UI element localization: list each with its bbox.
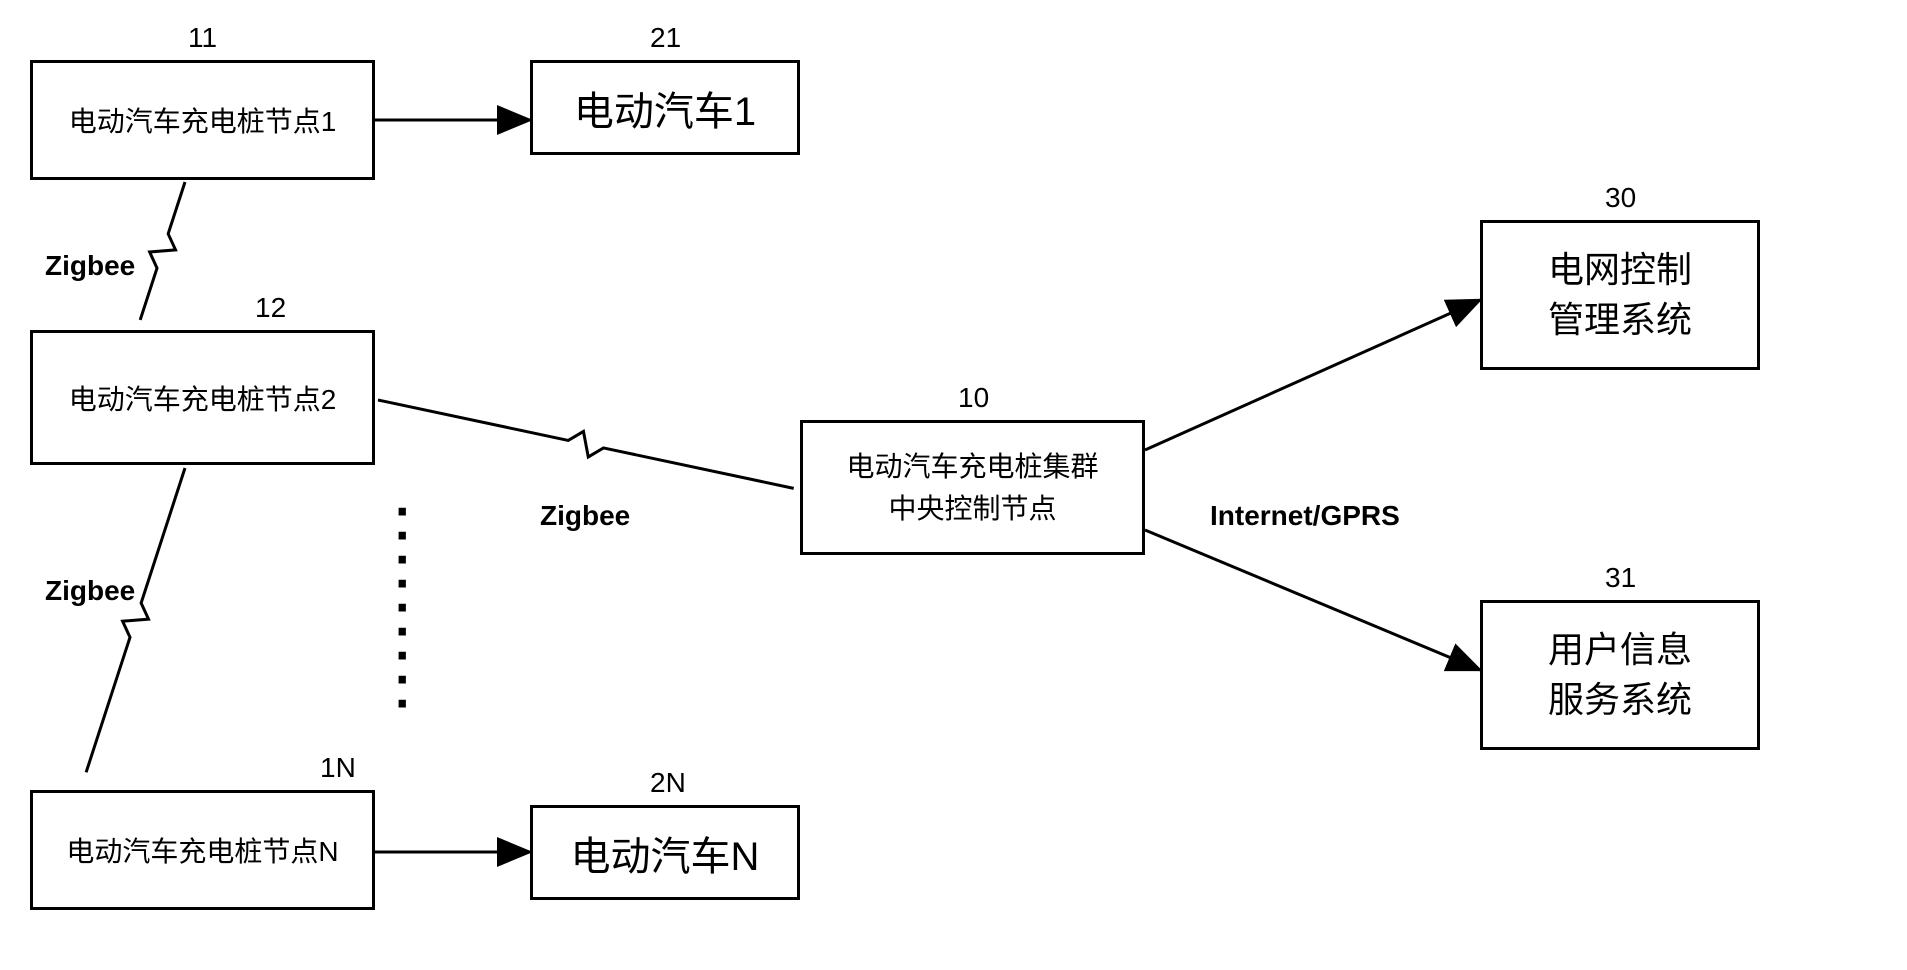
grid-control-system: 电网控制 管理系统: [1480, 220, 1760, 370]
cp2-label: 电动汽车充电桩节点2: [69, 378, 337, 418]
node-id-ev1: 21: [650, 22, 681, 54]
ellipsis-dots: ·········: [395, 500, 412, 716]
zigbee-label-2: Zigbee: [540, 500, 630, 532]
grid-label-1: 电网控制: [1548, 245, 1692, 295]
charging-pile-node-n: 电动汽车充电桩节点N: [30, 790, 375, 910]
cpN-label: 电动汽车充电桩节点N: [66, 830, 338, 870]
grid-label-2: 管理系统: [1548, 295, 1692, 345]
zigbee-label-1: Zigbee: [45, 250, 135, 282]
ev1-label: 电动汽车1: [574, 79, 756, 137]
central-control-node: 电动汽车充电桩集群 中央控制节点: [800, 420, 1145, 555]
node-id-user: 31: [1605, 562, 1636, 594]
charging-pile-node-1: 电动汽车充电桩节点1: [30, 60, 375, 180]
ev-n: 电动汽车N: [530, 805, 800, 900]
node-id-evN: 2N: [650, 767, 686, 799]
node-id-cp2: 12: [255, 292, 286, 324]
node-id-cp1: 11: [188, 22, 217, 54]
charging-pile-node-2: 电动汽车充电桩节点2: [30, 330, 375, 465]
cp1-label: 电动汽车充电桩节点1: [69, 100, 337, 140]
central-label-2: 中央控制节点: [888, 488, 1056, 530]
user-label-2: 服务系统: [1548, 675, 1692, 725]
internet-gprs-label: Internet/GPRS: [1210, 500, 1400, 532]
central-label-1: 电动汽车充电桩集群: [846, 446, 1098, 488]
ev-1: 电动汽车1: [530, 60, 800, 155]
user-info-system: 用户信息 服务系统: [1480, 600, 1760, 750]
node-id-grid: 30: [1605, 182, 1636, 214]
zigbee-label-3: Zigbee: [45, 575, 135, 607]
user-label-1: 用户信息: [1548, 625, 1692, 675]
node-id-central: 10: [958, 382, 989, 414]
evN-label: 电动汽车N: [571, 824, 760, 882]
node-id-cpN: 1N: [320, 752, 356, 784]
